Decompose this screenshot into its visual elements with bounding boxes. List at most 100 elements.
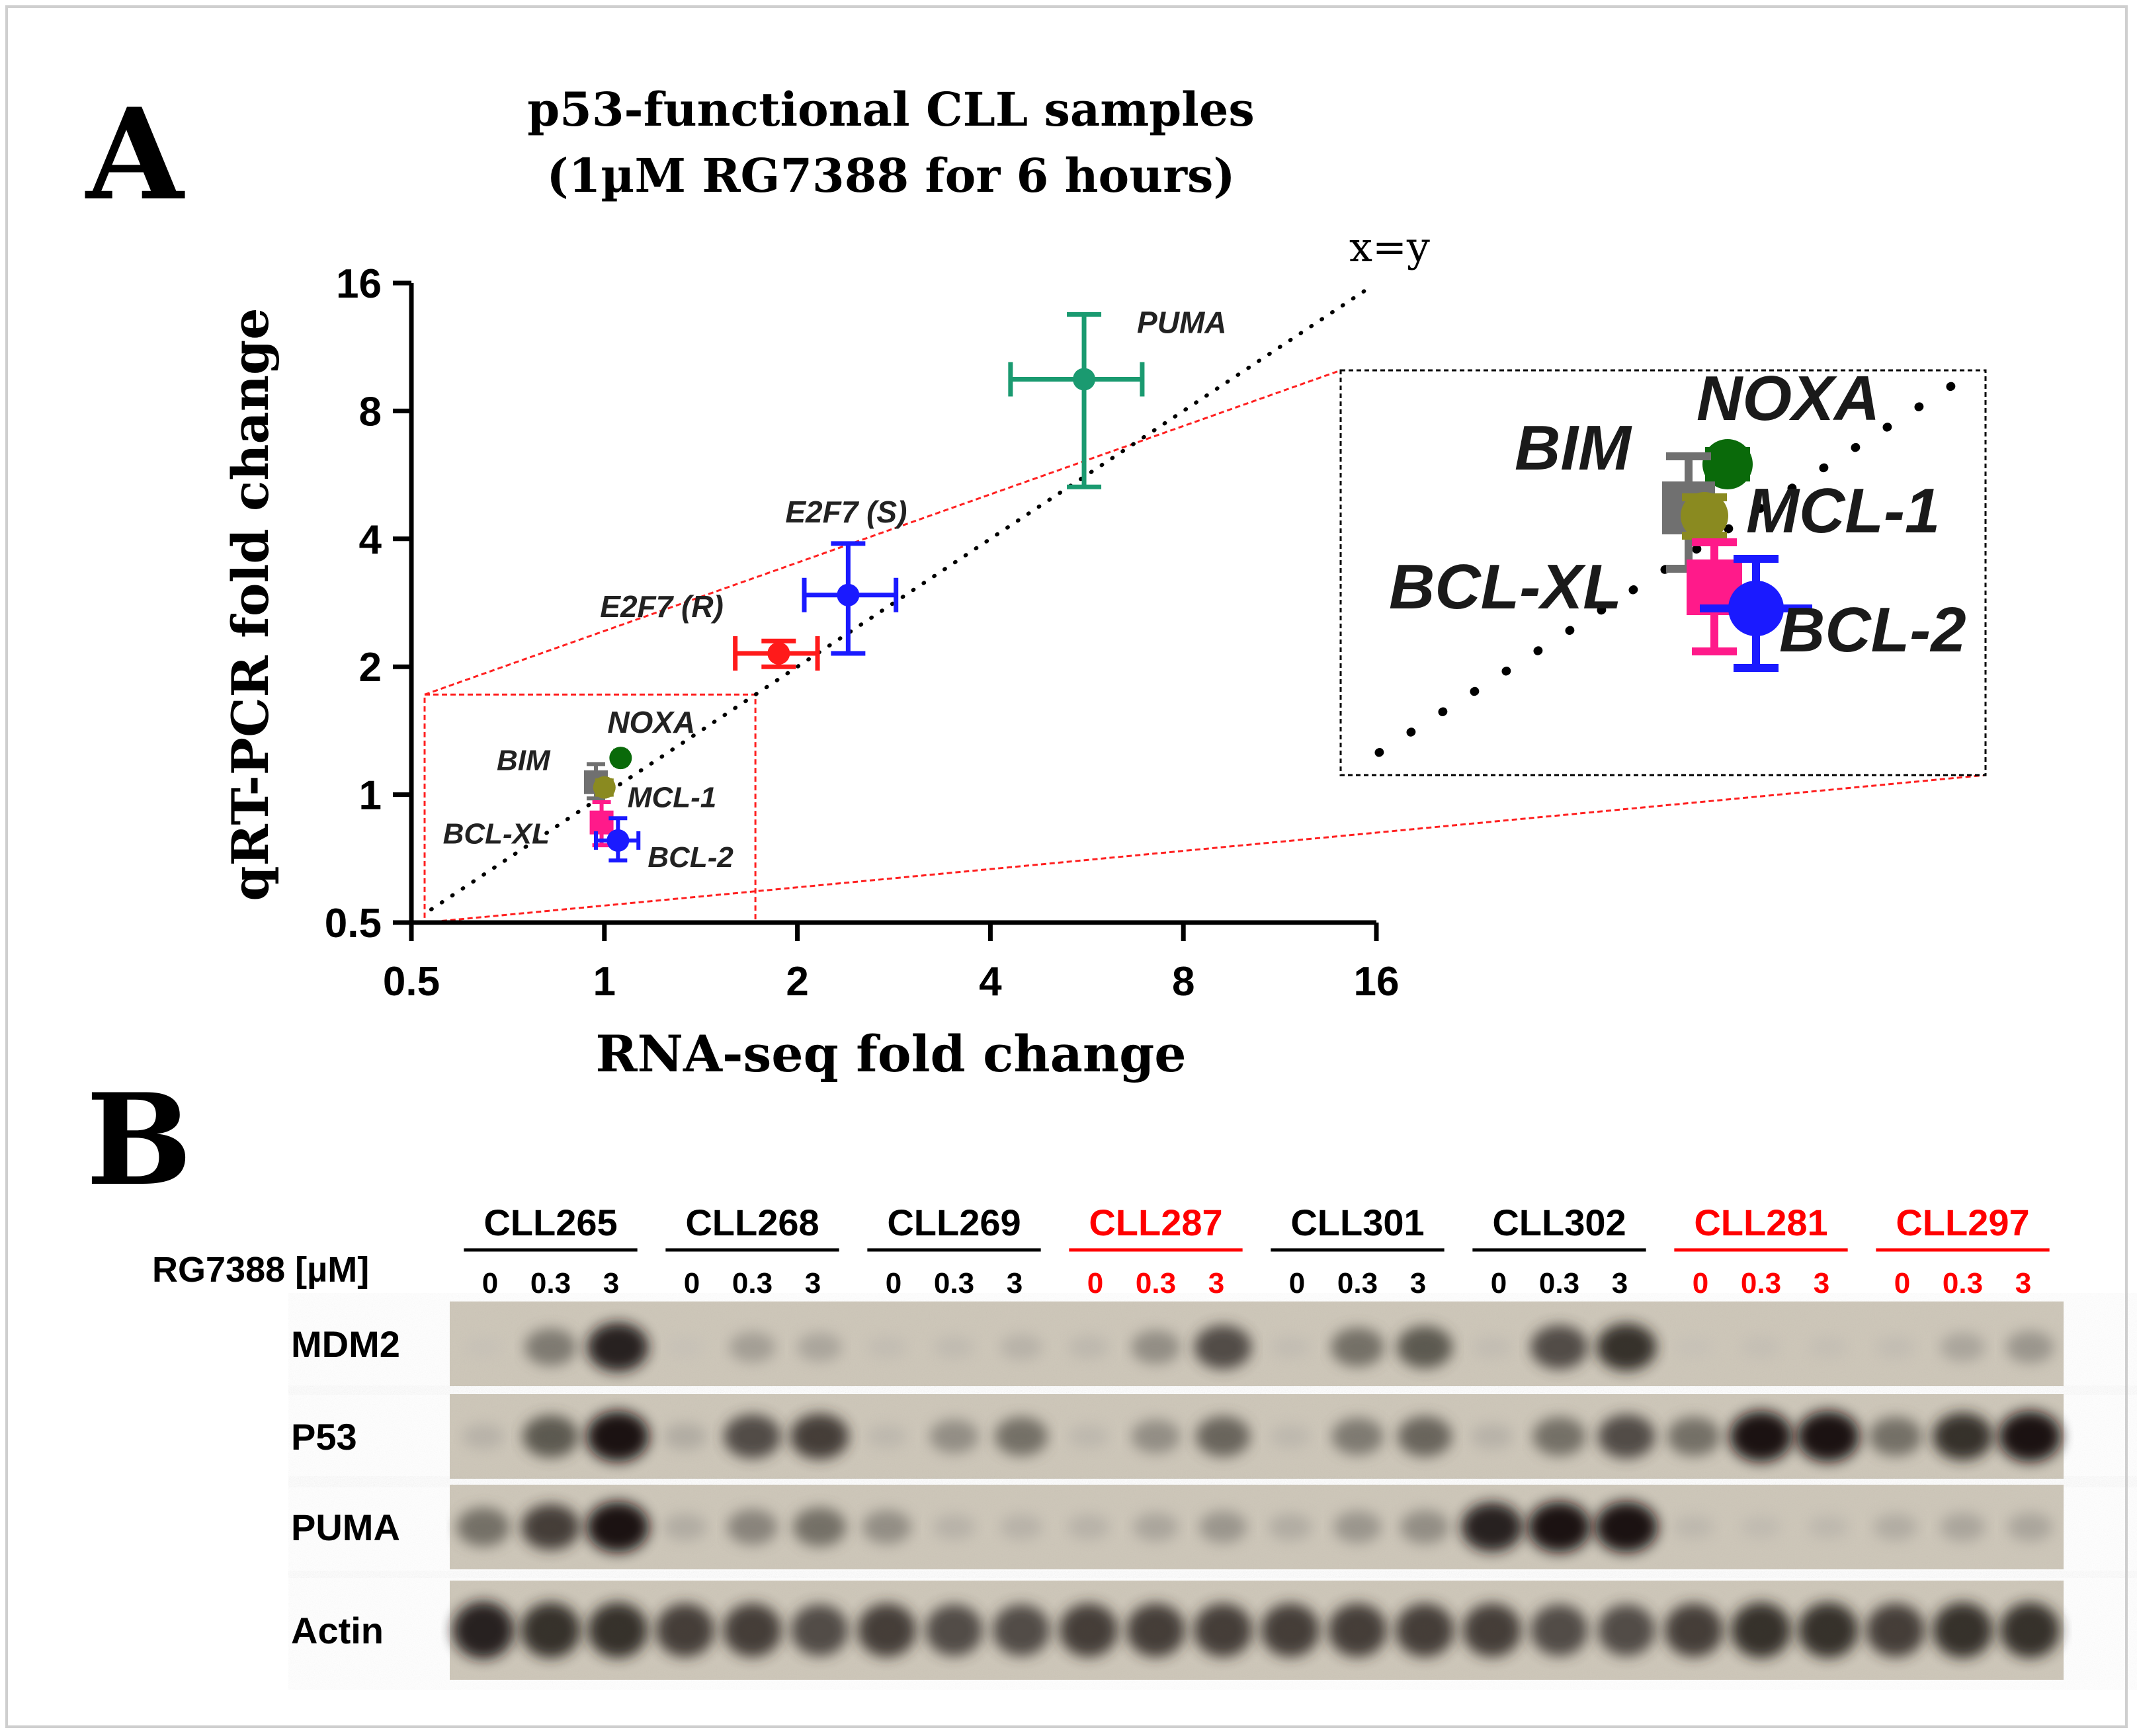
dose-label: 3	[2015, 1267, 2031, 1300]
inset-point-bcl-2	[1700, 555, 1812, 672]
blot-band	[1998, 1411, 2062, 1462]
blot-mdm2: MDM2	[291, 1302, 2064, 1386]
dose-label: 3	[1007, 1267, 1023, 1300]
blot-band	[1597, 1604, 1655, 1656]
x-tick-label: 4	[979, 959, 1002, 1005]
blot-band	[1331, 1417, 1384, 1456]
x-equals-y-line	[429, 285, 1372, 912]
blot-band	[1940, 1512, 1986, 1542]
dose-label: 0	[1693, 1267, 1708, 1300]
blot-texture	[450, 1302, 2064, 1386]
blot-band	[462, 1423, 505, 1450]
point-mcl-1: MCL-1	[593, 776, 716, 814]
blot-label: PUMA	[291, 1507, 400, 1548]
point-puma: PUMA	[1008, 305, 1227, 489]
blot-band	[1731, 1602, 1791, 1658]
blot-band	[521, 1602, 581, 1658]
blot-band	[790, 1413, 849, 1460]
dose-label: 0.3	[1136, 1267, 1176, 1300]
blot-band	[587, 1322, 649, 1372]
blot-band	[521, 1504, 580, 1550]
dose-label: 0.3	[1943, 1267, 1983, 1300]
blot-band	[523, 1415, 579, 1458]
blot-band	[933, 1514, 976, 1540]
blot-p53: P53	[291, 1394, 2064, 1479]
blot-band	[929, 1419, 979, 1454]
sample-name: CLL302	[1492, 1202, 1626, 1243]
blot-band	[1195, 1416, 1251, 1457]
point-bcl-xl: BCL-XL	[443, 800, 614, 850]
inset-point-marker	[1702, 439, 1753, 489]
inset-label: MCL-1	[1746, 475, 1940, 546]
y-tick-label: 2	[359, 645, 382, 690]
dose-label: 0	[1894, 1267, 1910, 1300]
blot-band	[1133, 1512, 1179, 1542]
blot-band	[857, 1603, 917, 1657]
treatment-label: RG7388 [µM]	[152, 1250, 369, 1290]
blot-band	[1269, 1425, 1311, 1448]
blot-band	[524, 1328, 577, 1366]
blot-band	[1868, 1417, 1922, 1456]
dose-label: 0	[886, 1267, 901, 1300]
blot-band	[1667, 1417, 1720, 1456]
dose-label: 3	[603, 1267, 619, 1300]
sample-name: CLL301	[1290, 1202, 1424, 1243]
blot-band	[934, 1335, 974, 1359]
point-marker	[609, 747, 632, 770]
blot-band	[1940, 1333, 1986, 1362]
blot-band	[586, 1411, 649, 1462]
blot-band	[995, 1417, 1048, 1456]
point-marker	[607, 829, 630, 852]
point-label: NOXA	[607, 705, 695, 739]
blot-band	[1000, 1514, 1043, 1540]
blot-band	[729, 1331, 776, 1363]
point-label: PUMA	[1137, 305, 1226, 339]
dose-label: 3	[805, 1267, 821, 1300]
blot-band	[1126, 1603, 1185, 1657]
chart-title-line1: p53-functional CLL samples	[527, 82, 1255, 137]
sample-name: CLL297	[1896, 1202, 2029, 1243]
inset-label: BIM	[1515, 413, 1632, 483]
dose-label: 0.3	[1337, 1267, 1378, 1300]
blot-band	[1741, 1336, 1781, 1358]
x-tick-label: 0.5	[383, 959, 440, 1005]
blot-band	[1000, 1334, 1043, 1360]
point-label: E2F7 (R)	[600, 589, 724, 624]
blot-band	[1199, 1510, 1247, 1544]
diagonal-label: x=y	[1349, 223, 1430, 271]
blot-band	[1532, 1417, 1586, 1456]
inset-label: BCL-XL	[1389, 552, 1622, 622]
dose-label: 0.3	[732, 1267, 773, 1300]
point-marker	[837, 583, 860, 606]
inset-point-noxa	[1702, 439, 1753, 489]
blot-band	[665, 1337, 704, 1358]
dose-label: 0	[1087, 1267, 1103, 1300]
blot-band	[1595, 1501, 1658, 1553]
blot-band	[1999, 1602, 2060, 1658]
point-label: BCL-2	[648, 841, 733, 874]
x-axis-title: RNA-seq fold change	[595, 1024, 1186, 1083]
dose-label: 3	[1612, 1267, 1628, 1300]
blot-band	[866, 1425, 907, 1448]
zoom-connector-top	[424, 369, 1341, 696]
blot-label: P53	[291, 1416, 357, 1458]
dose-label: 0.3	[934, 1267, 974, 1300]
sample-name: CLL287	[1089, 1202, 1222, 1243]
blot-band	[1808, 1515, 1849, 1539]
blot-band	[1067, 1514, 1110, 1540]
blot-puma: PUMA	[291, 1485, 2064, 1569]
blot-band	[1664, 1603, 1724, 1657]
blot-band	[1875, 1336, 1915, 1358]
blot-band	[1193, 1603, 1253, 1657]
blot-band	[1530, 1325, 1588, 1370]
blot-texture	[450, 1394, 2064, 1479]
blot-band	[1798, 1602, 1859, 1658]
point-label: BIM	[497, 745, 551, 777]
blot-band	[862, 1510, 911, 1544]
point-label: BCL-XL	[443, 818, 550, 850]
blot-band	[1596, 1323, 1657, 1371]
blot-band	[992, 1604, 1050, 1656]
blot-band	[663, 1423, 707, 1450]
y-axis-title: qRT-PCR fold change	[221, 308, 280, 901]
blot-band	[1270, 1336, 1310, 1358]
